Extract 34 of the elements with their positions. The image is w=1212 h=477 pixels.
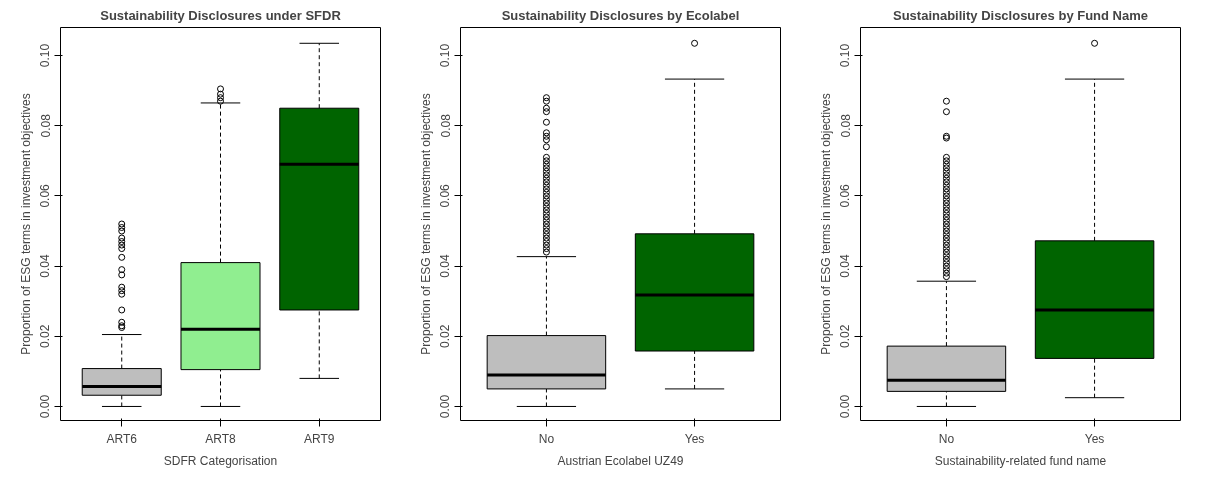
y-tick-label: 0.10 (438, 43, 453, 68)
y-tick-label: 0.10 (838, 43, 853, 68)
x-axis-title: SDFR Categorisation (163, 453, 278, 468)
y-tick-label: 0.06 (838, 183, 853, 208)
x-tick-label: ART6 (106, 431, 138, 446)
chart-title: Sustainability Disclosures by Ecolabel (501, 7, 740, 23)
y-tick-label: 0.08 (38, 113, 53, 138)
x-tick-label: Yes (684, 431, 705, 446)
y-tick-label: 0.00 (438, 394, 453, 419)
x-tick-label: No (538, 431, 555, 446)
x-tick-label: No (938, 431, 955, 446)
y-axis-title: Proportion of ESG terms in investment objectives (818, 93, 833, 355)
x-axis-title: Sustainability-related fund name (934, 453, 1107, 468)
y-tick-label: 0.04 (38, 254, 53, 278)
y-tick-label: 0.00 (838, 394, 853, 419)
y-tick-label: 0.10 (38, 43, 53, 68)
y-tick-label: 0.08 (838, 113, 853, 138)
x-axis-title: Austrian Ecolabel UZ49 (557, 453, 684, 468)
x-tick-label: ART8 (205, 431, 237, 446)
y-tick-label: 0.02 (838, 324, 853, 348)
y-tick-label: 0.08 (438, 113, 453, 138)
y-axis-title: Proportion of ESG terms in investment objectives (18, 93, 33, 355)
y-tick-label: 0.02 (438, 324, 453, 348)
y-tick-label: 0.04 (838, 254, 853, 278)
y-tick-label: 0.04 (438, 254, 453, 278)
x-tick-label: ART9 (304, 431, 335, 446)
y-tick-label: 0.00 (38, 394, 53, 419)
y-axis-title: Proportion of ESG terms in investment objectives (418, 93, 433, 355)
x-tick-label: Yes (1084, 431, 1105, 446)
chart-title: Sustainability Disclosures under SFDR (100, 7, 342, 23)
y-tick-label: 0.06 (38, 183, 53, 208)
chart-title: Sustainability Disclosures by Fund Name (892, 7, 1149, 23)
y-tick-label: 0.02 (38, 324, 53, 348)
y-tick-label: 0.06 (438, 183, 453, 208)
